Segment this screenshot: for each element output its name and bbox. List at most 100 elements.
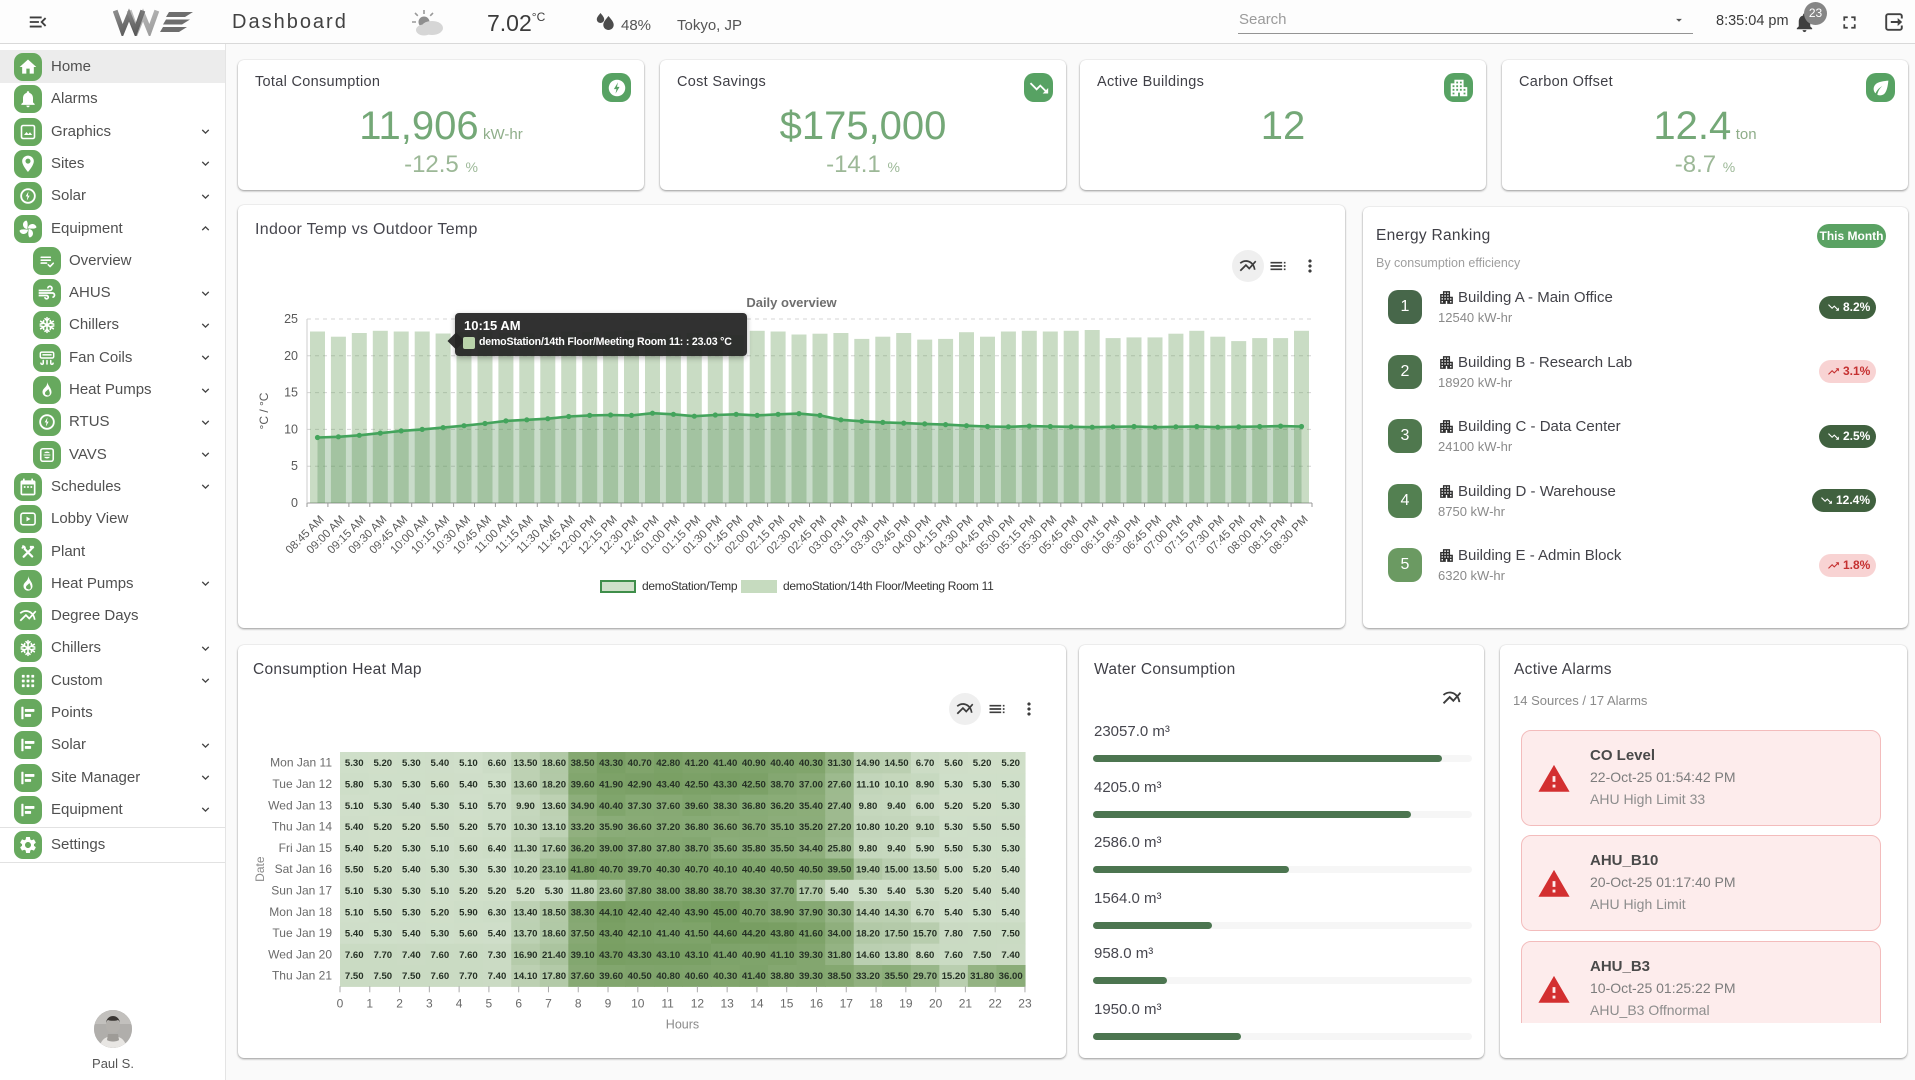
svg-text:43.30: 43.30 bbox=[628, 950, 652, 961]
svg-text:8.60: 8.60 bbox=[916, 950, 935, 961]
svg-text:38.70: 38.70 bbox=[713, 886, 737, 897]
svg-text:3: 3 bbox=[426, 996, 433, 1010]
svg-text:43.70: 43.70 bbox=[599, 950, 623, 961]
svg-text:7.70: 7.70 bbox=[459, 971, 478, 982]
svg-text:13.60: 13.60 bbox=[514, 779, 538, 790]
svg-text:40.70: 40.70 bbox=[685, 865, 709, 876]
svg-text:7.50: 7.50 bbox=[973, 929, 992, 940]
svg-text:Hours: Hours bbox=[666, 1017, 699, 1031]
svg-text:21.40: 21.40 bbox=[542, 950, 566, 961]
svg-text:5: 5 bbox=[486, 996, 493, 1010]
svg-text:7.50: 7.50 bbox=[1001, 929, 1020, 940]
svg-text:5.40: 5.40 bbox=[402, 801, 421, 812]
svg-text:13: 13 bbox=[720, 996, 734, 1010]
svg-text:37.00: 37.00 bbox=[799, 779, 823, 790]
svg-text:20: 20 bbox=[284, 349, 298, 363]
svg-text:15: 15 bbox=[284, 386, 298, 400]
svg-text:21: 21 bbox=[959, 996, 973, 1010]
svg-text:40.80: 40.80 bbox=[656, 971, 680, 982]
svg-text:45.00: 45.00 bbox=[713, 907, 737, 918]
svg-text:40.90: 40.90 bbox=[742, 950, 766, 961]
svg-text:39.60: 39.60 bbox=[571, 779, 595, 790]
svg-text:14.40: 14.40 bbox=[856, 907, 880, 918]
svg-text:16: 16 bbox=[810, 996, 824, 1010]
svg-text:5.40: 5.40 bbox=[345, 843, 364, 854]
svg-text:22: 22 bbox=[989, 996, 1003, 1010]
svg-text:7.80: 7.80 bbox=[944, 929, 963, 940]
svg-text:40.70: 40.70 bbox=[628, 758, 652, 769]
svg-text:35.50: 35.50 bbox=[885, 971, 909, 982]
svg-text:7.60: 7.60 bbox=[345, 950, 364, 961]
svg-text:25.80: 25.80 bbox=[827, 843, 851, 854]
svg-text:31.80: 31.80 bbox=[827, 950, 851, 961]
svg-text:5.40: 5.40 bbox=[1001, 886, 1020, 897]
svg-text:5.40: 5.40 bbox=[1001, 907, 1020, 918]
svg-text:5.50: 5.50 bbox=[345, 865, 364, 876]
svg-text:12: 12 bbox=[691, 996, 705, 1010]
svg-text:5.00: 5.00 bbox=[944, 865, 963, 876]
svg-text:36.20: 36.20 bbox=[770, 801, 794, 812]
svg-text:7: 7 bbox=[545, 996, 552, 1010]
svg-text:13.50: 13.50 bbox=[514, 758, 538, 769]
svg-text:8.90: 8.90 bbox=[916, 779, 935, 790]
svg-text:15.70: 15.70 bbox=[913, 929, 937, 940]
svg-text:5.40: 5.40 bbox=[402, 929, 421, 940]
svg-text:39.60: 39.60 bbox=[685, 801, 709, 812]
svg-text:41.40: 41.40 bbox=[713, 950, 737, 961]
svg-text:37.80: 37.80 bbox=[628, 843, 652, 854]
svg-text:19.40: 19.40 bbox=[856, 865, 880, 876]
svg-text:6.70: 6.70 bbox=[916, 758, 935, 769]
svg-text:5.10: 5.10 bbox=[345, 801, 364, 812]
svg-text:11.80: 11.80 bbox=[571, 886, 594, 897]
svg-text:40.40: 40.40 bbox=[770, 758, 794, 769]
svg-text:5.40: 5.40 bbox=[345, 822, 364, 833]
svg-text:9: 9 bbox=[605, 996, 612, 1010]
svg-text:5.30: 5.30 bbox=[545, 886, 564, 897]
svg-text:43.40: 43.40 bbox=[656, 779, 680, 790]
svg-text:5.30: 5.30 bbox=[973, 843, 992, 854]
svg-text:41.50: 41.50 bbox=[685, 929, 709, 940]
svg-text:40.50: 40.50 bbox=[799, 865, 823, 876]
svg-text:11.10: 11.10 bbox=[856, 779, 879, 790]
svg-text:23.10: 23.10 bbox=[542, 865, 566, 876]
svg-text:38.80: 38.80 bbox=[770, 971, 794, 982]
svg-text:41.20: 41.20 bbox=[685, 758, 709, 769]
svg-text:7.40: 7.40 bbox=[402, 950, 421, 961]
svg-text:5.20: 5.20 bbox=[944, 801, 963, 812]
svg-text:15.20: 15.20 bbox=[942, 971, 966, 982]
svg-text:10.10: 10.10 bbox=[885, 779, 909, 790]
svg-text:5.20: 5.20 bbox=[373, 822, 392, 833]
svg-text:39.70: 39.70 bbox=[628, 865, 652, 876]
svg-text:39.60: 39.60 bbox=[599, 971, 623, 982]
svg-text:5.20: 5.20 bbox=[973, 801, 992, 812]
svg-text:5.40: 5.40 bbox=[345, 929, 364, 940]
svg-text:14.90: 14.90 bbox=[856, 758, 880, 769]
svg-text:27.40: 27.40 bbox=[827, 801, 851, 812]
svg-text:17.70: 17.70 bbox=[799, 886, 823, 897]
svg-text:29.70: 29.70 bbox=[913, 971, 937, 982]
svg-text:5.50: 5.50 bbox=[373, 907, 392, 918]
svg-text:5.10: 5.10 bbox=[431, 843, 450, 854]
svg-text:34.90: 34.90 bbox=[571, 801, 595, 812]
svg-text:35.40: 35.40 bbox=[799, 801, 823, 812]
svg-text:9.40: 9.40 bbox=[887, 801, 906, 812]
svg-text:30.30: 30.30 bbox=[827, 907, 851, 918]
svg-text:5.70: 5.70 bbox=[488, 801, 507, 812]
svg-text:0: 0 bbox=[291, 496, 298, 510]
svg-text:5.30: 5.30 bbox=[431, 865, 450, 876]
svg-text:37.20: 37.20 bbox=[656, 822, 680, 833]
svg-text:7.40: 7.40 bbox=[488, 971, 507, 982]
svg-text:5.40: 5.40 bbox=[459, 779, 478, 790]
svg-text:36.80: 36.80 bbox=[742, 801, 766, 812]
svg-text:34.40: 34.40 bbox=[799, 843, 823, 854]
svg-text:35.50: 35.50 bbox=[770, 843, 794, 854]
svg-text:5.20: 5.20 bbox=[973, 865, 992, 876]
svg-text:35.20: 35.20 bbox=[799, 822, 823, 833]
svg-text:5.20: 5.20 bbox=[373, 865, 392, 876]
svg-text:31.80: 31.80 bbox=[970, 971, 994, 982]
svg-text:11: 11 bbox=[661, 996, 674, 1010]
svg-text:Wed Jan 20: Wed Jan 20 bbox=[268, 947, 332, 961]
svg-text:16.90: 16.90 bbox=[514, 950, 538, 961]
svg-text:5.10: 5.10 bbox=[459, 758, 478, 769]
svg-text:42.50: 42.50 bbox=[685, 779, 709, 790]
